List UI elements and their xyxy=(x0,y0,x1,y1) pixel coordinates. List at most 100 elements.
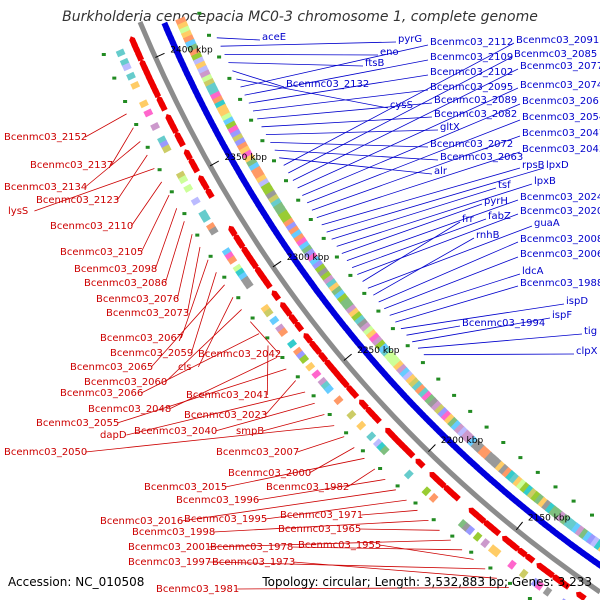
reverse-gene-label: Bcenmc03_2042 xyxy=(198,349,281,360)
reverse-gene-arrow xyxy=(228,225,238,237)
gene-function-block xyxy=(487,454,499,467)
reverse-label-leader xyxy=(165,309,242,383)
gene-function-block xyxy=(505,469,517,482)
gene-function-block xyxy=(260,181,273,193)
rna-marker xyxy=(284,179,288,183)
rna-marker xyxy=(265,336,270,340)
gene-function-block xyxy=(519,481,531,494)
gene-function-block xyxy=(287,338,297,349)
forward-label-leader xyxy=(341,203,483,254)
rna-marker xyxy=(123,100,128,103)
gene-function-block xyxy=(150,122,161,131)
gene-function-block xyxy=(198,209,209,219)
rna-marker xyxy=(508,581,512,585)
forward-gene-label: alr xyxy=(434,166,448,177)
forward-gene-label: tig xyxy=(584,326,597,337)
forward-gene-label: guaA xyxy=(534,218,560,229)
gene-function-block xyxy=(227,255,238,265)
rna-marker xyxy=(518,456,523,460)
gene-function-block xyxy=(296,350,306,361)
reverse-gene-arrow xyxy=(158,100,168,112)
gene-function-block xyxy=(371,335,384,348)
gene-function-block xyxy=(530,577,541,588)
gene-function-block xyxy=(447,416,459,429)
gene-function-block xyxy=(461,522,472,533)
rna-marker xyxy=(431,518,436,522)
gene-function-block xyxy=(239,145,251,156)
gene-function-block xyxy=(453,423,466,435)
gene-function-block xyxy=(457,426,469,438)
gene-function-block xyxy=(234,137,247,148)
gene-function-block xyxy=(421,390,433,402)
rna-marker xyxy=(535,470,540,474)
forward-label-leader xyxy=(265,129,439,135)
gene-function-block xyxy=(366,431,377,442)
reverse-gene-arrow xyxy=(169,122,179,134)
reverse-gene-label: Bcenmc03_1965 xyxy=(278,524,361,535)
reverse-gene-arrow xyxy=(544,568,555,579)
rna-marker xyxy=(376,309,381,313)
gene-function-block xyxy=(555,511,567,523)
forward-gene-label: lpxB xyxy=(534,176,556,187)
reverse-label-leader xyxy=(197,297,234,368)
gene-function-block xyxy=(526,487,538,500)
gene-function-block xyxy=(177,20,189,31)
forward-label-leader xyxy=(326,167,545,233)
reverse-label-leader xyxy=(293,561,497,579)
gene-function-block xyxy=(379,445,390,456)
gene-function-block xyxy=(240,275,251,286)
accession-text: Accession: NC_010508 xyxy=(8,575,145,589)
gene-function-block xyxy=(270,197,283,209)
gene-function-block xyxy=(346,409,357,420)
gene-function-block xyxy=(434,403,446,416)
gene-function-block xyxy=(342,300,355,312)
reverse-gene-label: Bcenmc03_2067 xyxy=(100,333,183,344)
gene-function-block xyxy=(408,377,421,389)
rna-marker xyxy=(311,394,316,398)
gene-function-block xyxy=(593,539,600,551)
gene-function-block xyxy=(357,318,369,330)
gene-function-block xyxy=(354,314,366,326)
reverse-label-leader xyxy=(291,546,463,551)
reverse-label-leader xyxy=(141,333,260,394)
gene-function-block xyxy=(430,400,443,412)
gene-function-block xyxy=(374,339,387,351)
reverse-gene-label: Bcenmc03_2105 xyxy=(60,247,143,258)
tick-label: 2300 kbp xyxy=(287,253,330,263)
forward-gene-label: ispF xyxy=(552,310,572,321)
forward-gene-label: Bcenmc03_2077 xyxy=(520,61,600,72)
gene-function-block xyxy=(365,328,378,341)
gene-function-block xyxy=(351,311,363,323)
gene-function-block xyxy=(317,376,328,387)
forward-gene-label: aceE xyxy=(262,32,286,43)
gene-function-block xyxy=(537,496,549,509)
gene-function-block xyxy=(268,193,280,205)
tick-label: 2250 kbp xyxy=(357,346,400,356)
gene-function-block xyxy=(189,47,201,58)
forward-label-leader xyxy=(302,103,521,196)
gene-function-block xyxy=(309,255,322,267)
forward-gene-label: Bcenmc03_2024 xyxy=(520,192,600,203)
forward-label-leader xyxy=(228,62,364,67)
forward-label-leader xyxy=(412,317,551,343)
gene-function-block xyxy=(487,544,498,555)
gene-function-block xyxy=(293,233,306,244)
tick-label: 2200 kbp xyxy=(441,436,484,446)
gene-function-block xyxy=(236,141,249,152)
forward-gene-label: Bcenmc03_1994 xyxy=(462,318,545,329)
forward-label-leader xyxy=(351,218,487,268)
rna-marker xyxy=(195,233,200,237)
gene-function-block xyxy=(334,289,346,301)
gene-function-block xyxy=(494,460,506,473)
rna-marker xyxy=(553,485,558,489)
reverse-gene-label: Bcenmc03_2086 xyxy=(84,278,167,289)
reverse-gene-label: Bcenmc03_1981 xyxy=(156,584,239,595)
tick-mark xyxy=(209,160,220,167)
reverse-gene-label: Bcenmc03_2076 xyxy=(96,294,179,305)
forward-label-leader xyxy=(400,303,565,330)
forward-label-leader xyxy=(417,333,583,349)
gene-function-block xyxy=(218,107,231,118)
rna-marker xyxy=(334,255,339,259)
forward-label-leader xyxy=(362,221,461,282)
forward-label-leader xyxy=(248,74,429,104)
